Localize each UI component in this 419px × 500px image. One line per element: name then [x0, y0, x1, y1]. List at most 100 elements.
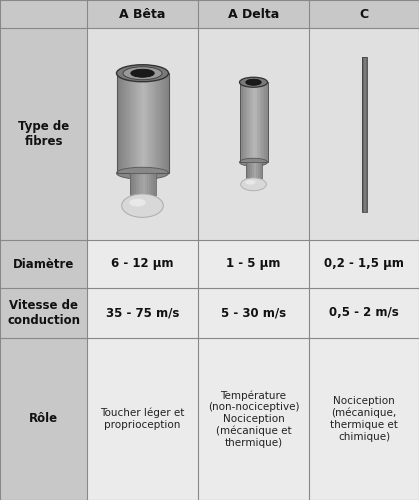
Bar — [162, 73, 164, 173]
Bar — [251, 82, 252, 162]
Bar — [87, 288, 198, 338]
Bar — [129, 173, 132, 195]
Bar — [240, 82, 267, 162]
Bar — [309, 28, 419, 240]
Ellipse shape — [123, 66, 162, 80]
Bar — [87, 240, 198, 288]
Bar — [151, 73, 153, 173]
Bar — [158, 73, 160, 173]
Bar — [160, 73, 162, 173]
Bar — [129, 173, 155, 195]
Bar — [0, 28, 87, 240]
Text: 1 - 5 μm: 1 - 5 μm — [226, 258, 281, 270]
Text: 0,5 - 2 m/s: 0,5 - 2 m/s — [329, 306, 399, 320]
Bar — [240, 82, 242, 162]
Ellipse shape — [246, 79, 261, 85]
Bar — [266, 82, 268, 162]
Bar — [256, 162, 258, 178]
Bar — [118, 73, 121, 173]
Bar — [144, 73, 147, 173]
Bar — [309, 288, 419, 338]
Bar — [130, 73, 133, 173]
Bar — [248, 162, 250, 178]
Bar — [132, 173, 134, 195]
Bar — [165, 73, 167, 173]
Bar — [362, 56, 364, 212]
Ellipse shape — [122, 194, 163, 218]
Bar — [0, 0, 87, 28]
Bar — [147, 173, 150, 195]
Bar — [134, 73, 136, 173]
Bar — [116, 73, 168, 173]
Bar — [253, 82, 256, 162]
Bar — [153, 173, 156, 195]
Bar — [362, 56, 367, 212]
Ellipse shape — [240, 158, 267, 166]
Bar — [136, 173, 139, 195]
Bar — [365, 56, 367, 212]
Bar — [244, 82, 246, 162]
Bar — [151, 173, 154, 195]
Bar — [249, 162, 252, 178]
Bar — [365, 56, 366, 212]
Bar — [140, 173, 143, 195]
Bar — [141, 73, 143, 173]
Text: Type de
fibres: Type de fibres — [18, 120, 69, 148]
Bar — [309, 240, 419, 288]
Bar — [87, 28, 198, 240]
Bar — [156, 73, 159, 173]
Text: C: C — [360, 8, 369, 20]
Bar — [167, 73, 169, 173]
Bar — [137, 73, 140, 173]
Bar — [150, 73, 152, 173]
Bar — [258, 162, 260, 178]
Ellipse shape — [240, 77, 267, 87]
Bar — [261, 82, 263, 162]
Bar — [256, 82, 259, 162]
Bar — [364, 56, 365, 212]
Bar — [247, 82, 249, 162]
Bar — [249, 82, 251, 162]
Bar — [198, 28, 309, 240]
Bar — [246, 162, 248, 178]
Bar — [0, 338, 87, 500]
Text: Toucher léger et
proprioception: Toucher léger et proprioception — [100, 408, 185, 430]
Bar — [134, 173, 137, 195]
Ellipse shape — [246, 180, 256, 184]
Text: 5 - 30 m/s: 5 - 30 m/s — [221, 306, 286, 320]
Bar — [241, 82, 243, 162]
Bar — [0, 240, 87, 288]
Bar — [246, 162, 261, 178]
Text: 0,2 - 1,5 μm: 0,2 - 1,5 μm — [324, 258, 404, 270]
Text: Température
(non-nociceptive)
Nociception
(mécanique et
thermique): Température (non-nociceptive) Nociceptio… — [208, 390, 299, 448]
Bar — [255, 82, 257, 162]
Bar — [260, 82, 262, 162]
Ellipse shape — [129, 198, 146, 206]
Bar — [258, 82, 260, 162]
Bar — [149, 173, 152, 195]
Bar — [87, 0, 198, 28]
Bar — [243, 82, 245, 162]
Bar — [155, 73, 157, 173]
Bar — [125, 73, 127, 173]
Bar — [264, 82, 266, 162]
Bar — [124, 73, 126, 173]
Bar — [253, 162, 256, 178]
Bar — [0, 288, 87, 338]
Bar — [142, 73, 145, 173]
Bar — [246, 82, 248, 162]
Bar — [362, 56, 363, 212]
Bar — [198, 288, 309, 338]
Ellipse shape — [241, 178, 266, 191]
Bar — [252, 82, 254, 162]
Bar — [163, 73, 166, 173]
Bar — [132, 73, 134, 173]
Bar — [142, 173, 145, 195]
Bar — [120, 73, 122, 173]
Bar — [127, 73, 129, 173]
Text: 35 - 75 m/s: 35 - 75 m/s — [106, 306, 179, 320]
Text: Vitesse de
conduction: Vitesse de conduction — [7, 299, 80, 327]
Bar — [122, 73, 124, 173]
Bar — [146, 73, 148, 173]
Ellipse shape — [116, 167, 168, 179]
